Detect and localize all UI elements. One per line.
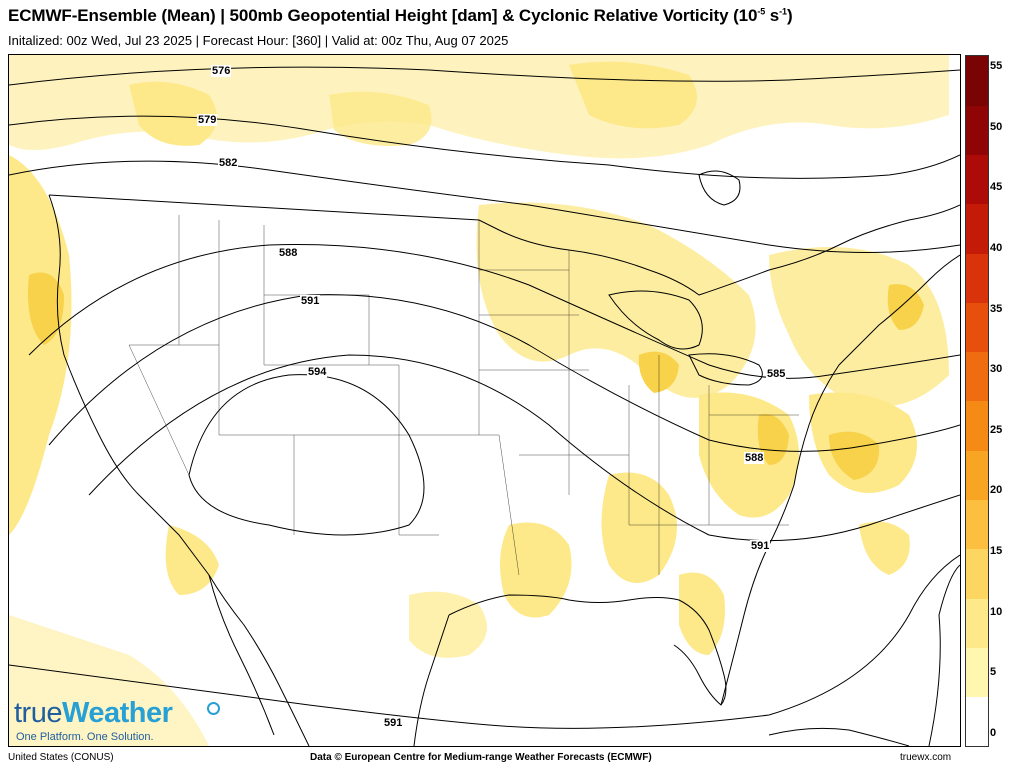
colorbar-tick-label: 55 [990, 60, 1003, 72]
colorbar-segment [966, 647, 988, 698]
region-label: United States (CONUS) [8, 752, 114, 763]
colorbar [965, 55, 989, 747]
colorbar-segment [966, 598, 988, 648]
colorbar-tick-label: 20 [990, 484, 1003, 497]
contour-label: 588 [278, 247, 299, 259]
colorbar-segment [966, 56, 988, 106]
site-url[interactable]: truewx.com [900, 752, 952, 763]
colorbar-tick-label: 0 [990, 727, 997, 739]
contour-label: 591 [750, 540, 771, 552]
colorbar-segment [966, 696, 988, 746]
colorbar-tick-label: 15 [990, 545, 1003, 558]
colorbar-segment [966, 351, 988, 402]
colorbar-tick-label: 45 [990, 181, 1003, 194]
contour-label: 579 [197, 114, 218, 126]
colorbar-segment [966, 203, 988, 254]
colorbar-tick-label: 30 [990, 363, 1003, 376]
colorbar-segment [966, 401, 988, 451]
state-borders [128, 215, 799, 576]
coastlines-borders [48, 170, 960, 746]
colorbar-segment [966, 154, 988, 205]
map-panel[interactable]: 576 579 582 588 591 594 585 588 591 591 [8, 54, 961, 747]
colorbar-segment [966, 302, 988, 353]
colorbar-tick-label: 25 [990, 423, 1003, 436]
colorbar-segment [966, 499, 988, 550]
contour-label: 591 [300, 295, 321, 307]
colorbar-tick-label: 50 [990, 120, 1003, 133]
logo-tagline: One Platform. One Solution. [16, 731, 154, 743]
chart-title: ECMWF-Ensemble (Mean) | 500mb Geopotenti… [8, 6, 793, 25]
logo-dot-icon [207, 702, 220, 715]
colorbar-segment [966, 253, 988, 303]
data-credit: Data © European Centre for Medium-range … [310, 752, 652, 763]
contour-label: 585 [766, 368, 787, 380]
contour-label: 582 [218, 157, 239, 169]
height-contours [9, 66, 960, 746]
contour-label: 588 [744, 452, 765, 464]
contour-label: 591 [383, 717, 404, 729]
colorbar-tick-label: 35 [990, 302, 1003, 315]
colorbar-tick-label: 5 [990, 666, 997, 679]
contour-label: 594 [307, 366, 328, 378]
contour-label: 576 [211, 65, 232, 77]
chart-subtitle: Initalized: 00z Wed, Jul 23 2025 | Forec… [8, 33, 509, 48]
colorbar-segment [966, 450, 988, 501]
trueweather-logo: trueWeather [14, 697, 220, 730]
colorbar-segment [966, 548, 988, 599]
colorbar-tick-label: 40 [990, 241, 1003, 254]
map-canvas [9, 55, 960, 746]
colorbar-tick-label: 10 [990, 605, 1003, 618]
colorbar-segment [966, 105, 988, 156]
